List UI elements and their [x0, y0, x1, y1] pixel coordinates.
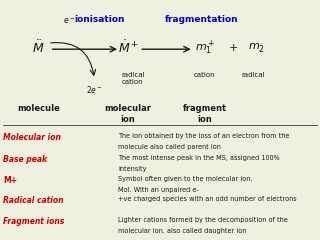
Text: Radical cation: Radical cation: [3, 196, 64, 204]
Text: intensity: intensity: [118, 166, 147, 172]
Text: Mol. With an unpaired e-: Mol. With an unpaired e-: [118, 187, 199, 193]
Text: molecular ion. also called daughter ion: molecular ion. also called daughter ion: [118, 228, 247, 234]
Text: The ion obtained by the loss of an electron from the: The ion obtained by the loss of an elect…: [118, 133, 290, 139]
Text: molecular
ion: molecular ion: [105, 104, 151, 125]
Text: $m_2^.$: $m_2^.$: [247, 42, 265, 54]
Text: M+: M+: [3, 176, 17, 185]
Text: molecule also called parent ion: molecule also called parent ion: [118, 144, 221, 150]
Text: Lighter cations formed by the decomposition of the: Lighter cations formed by the decomposit…: [118, 217, 288, 223]
Text: +ve charged species with an odd number of electrons: +ve charged species with an odd number o…: [118, 196, 297, 202]
Text: cation: cation: [194, 72, 216, 78]
Text: radical
cation: radical cation: [122, 72, 145, 85]
Text: Molecular ion: Molecular ion: [3, 133, 61, 142]
Text: $2e^-$: $2e^-$: [86, 84, 103, 95]
Text: +: +: [229, 43, 238, 53]
Text: Fragment ions: Fragment ions: [3, 217, 64, 226]
Text: Base peak: Base peak: [3, 155, 47, 164]
Text: $e^-$: $e^-$: [63, 17, 75, 26]
Text: fragment
ion: fragment ion: [183, 104, 227, 125]
Text: ionisation: ionisation: [74, 15, 124, 24]
Text: $\ddot{M}$: $\ddot{M}$: [32, 40, 44, 56]
Text: Symbol often given to the molecular ion.: Symbol often given to the molecular ion.: [118, 176, 253, 182]
Text: radical: radical: [241, 72, 265, 78]
Text: $m_1^+$: $m_1^+$: [195, 39, 215, 57]
Text: molecule: molecule: [17, 104, 60, 114]
Text: $\dot{M}^+$: $\dot{M}^+$: [117, 40, 139, 56]
Text: fragmentation: fragmentation: [165, 15, 238, 24]
Text: The most intense peak in the MS, assigned 100%: The most intense peak in the MS, assigne…: [118, 155, 280, 161]
